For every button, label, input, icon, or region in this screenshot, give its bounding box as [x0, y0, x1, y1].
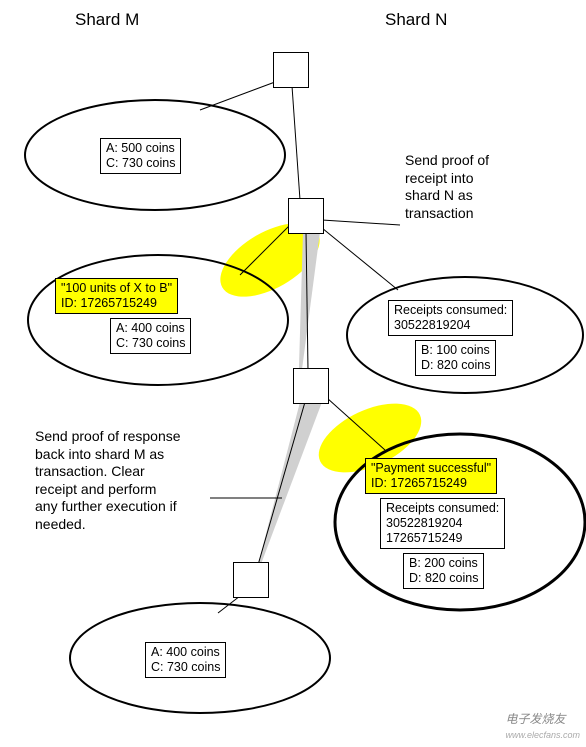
block-square-3 [233, 562, 269, 598]
watermark: 电子发烧友 www.elecfans.com [505, 710, 580, 741]
proof-triangle-2 [252, 402, 322, 588]
line-b2-N2 [327, 398, 385, 450]
receipts-box-N2: Receipts consumed: 30522819204 172657152… [380, 498, 505, 549]
balance-box-N1: B: 100 coins D: 820 coins [415, 340, 496, 376]
receipts-box-N1: Receipts consumed: 30522819204 [388, 300, 513, 336]
balance-box-M1: A: 500 coins C: 730 coins [100, 138, 181, 174]
heading-shard-m: Shard M [75, 10, 139, 30]
line-b3-b2 [258, 402, 305, 565]
line-annN-b1 [322, 220, 400, 225]
block-square-0 [273, 52, 309, 88]
line-b2-b1 [306, 232, 308, 370]
heading-shard-n: Shard N [385, 10, 447, 30]
diagram-stage: Shard M Shard N A: 500 coins C: 730 coin… [0, 0, 586, 747]
line-b1-N1 [322, 228, 398, 290]
balance-box-M3: A: 400 coins C: 730 coins [145, 642, 226, 678]
line-b3-M3 [218, 596, 240, 613]
line-b1-M2 [240, 225, 290, 275]
balance-box-N2: B: 200 coins D: 820 coins [403, 553, 484, 589]
line-b0-M1 [200, 82, 275, 110]
annotation-receipt-into-n: Send proof of receipt into shard N as tr… [405, 152, 489, 222]
message-box-M2: "100 units of X to B" ID: 17265715249 [55, 278, 178, 314]
balance-box-M2: A: 400 coins C: 730 coins [110, 318, 191, 354]
annotation-response-into-m: Send proof of response back into shard M… [35, 428, 220, 533]
watermark-url: www.elecfans.com [505, 730, 580, 740]
block-square-2 [293, 368, 329, 404]
watermark-brand: 电子发烧友 [505, 712, 565, 726]
message-box-N2: "Payment successful" ID: 17265715249 [365, 458, 497, 494]
line-b1-b0 [292, 86, 300, 200]
block-square-1 [288, 198, 324, 234]
